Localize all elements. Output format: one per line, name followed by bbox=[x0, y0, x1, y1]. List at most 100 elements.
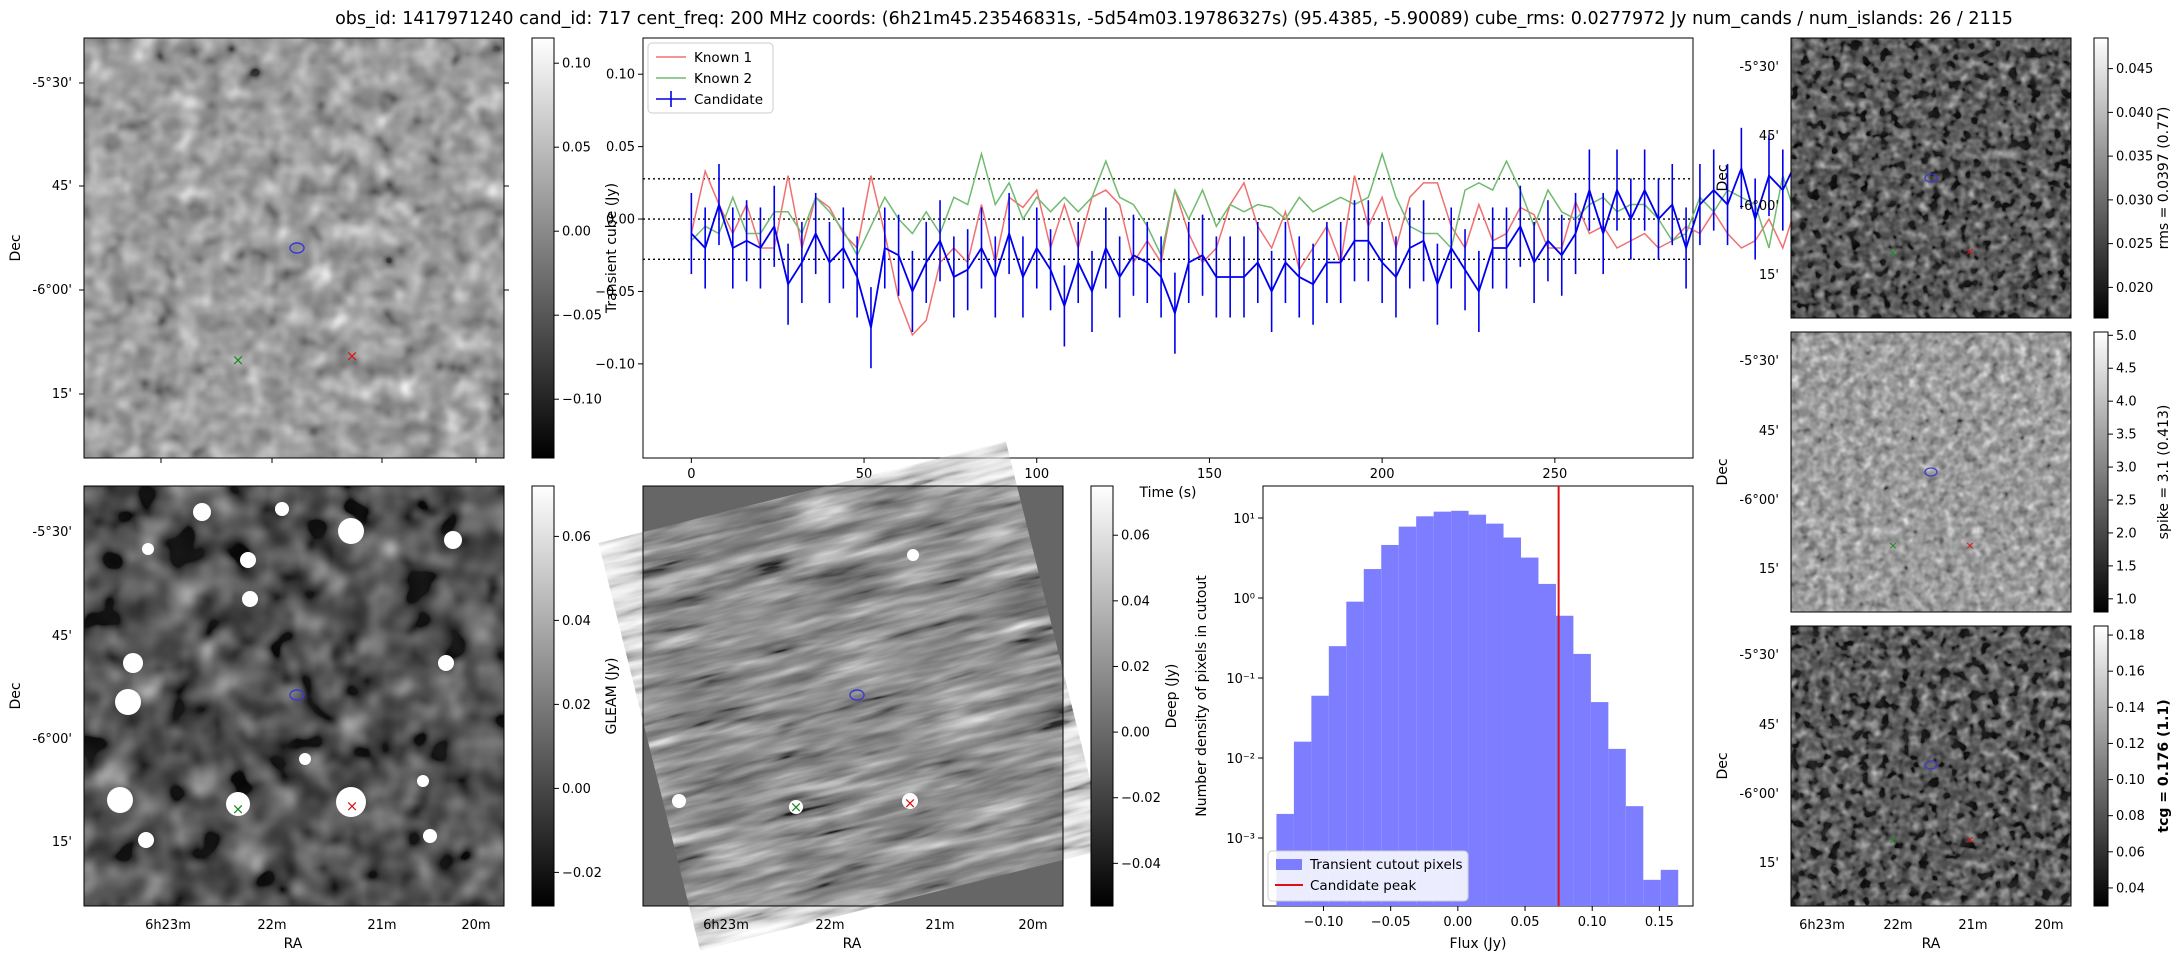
rms-red-cross: × bbox=[1965, 245, 1974, 258]
histogram-xtick: 0.10 bbox=[1578, 915, 1607, 930]
dec-tick: -5°30' bbox=[32, 76, 72, 91]
colorbar-tick-label: 2.5 bbox=[2116, 494, 2137, 509]
colorbar-tick-label: 0.00 bbox=[562, 782, 591, 797]
histogram-ylabel: Number density of pixels in cutout bbox=[1194, 575, 1210, 817]
colorbar-tick-label: −0.05 bbox=[562, 309, 602, 324]
histogram-legend: Transient cutout pixels Candidate peak bbox=[1267, 850, 1469, 902]
dec-tick: 45' bbox=[1759, 424, 1779, 439]
legend-known-2: Known 2 bbox=[694, 71, 752, 87]
gleam-point-sources bbox=[107, 502, 462, 848]
spike-image-panel: × × -5°30' 45' -6°00' 15' Dec bbox=[1715, 331, 2072, 613]
spike-colorbar-label: spike = 3.1 (0.413) bbox=[2156, 405, 2172, 540]
histogram-bar bbox=[1608, 748, 1626, 906]
deep-point-source bbox=[789, 800, 803, 814]
histogram-bar bbox=[1625, 806, 1644, 906]
histogram-xtick: 0.05 bbox=[1511, 915, 1540, 930]
histogram-bar bbox=[1503, 537, 1521, 906]
lightcurve-ytick: −0.10 bbox=[595, 357, 635, 372]
colorbar-tick-label: 0.06 bbox=[2116, 845, 2145, 860]
ra-tick: 21m bbox=[925, 918, 954, 933]
tcg-ra-label: RA bbox=[1922, 936, 1941, 952]
ra-tick: 20m bbox=[1018, 918, 1047, 933]
colorbar-tick-label: 0.06 bbox=[1121, 529, 1150, 544]
cube-contour-marker bbox=[289, 242, 305, 254]
lightcurve-xlabel: Time (s) bbox=[1139, 485, 1197, 501]
dec-tick: -6°00' bbox=[1739, 787, 1779, 802]
figure-title: obs_id: 1417971240 cand_id: 717 cent_fre… bbox=[335, 9, 2013, 29]
lightcurve-ylabel: Transient cube (Jy) bbox=[604, 183, 620, 314]
deep-green-cross: × bbox=[790, 798, 803, 816]
spike-contour-marker bbox=[1924, 467, 1938, 477]
colorbar-tick-label: −0.02 bbox=[562, 866, 602, 881]
histogram-bar bbox=[1328, 646, 1347, 906]
ra-tick: 22m bbox=[257, 918, 286, 933]
histogram-bar bbox=[1573, 653, 1591, 906]
colorbar-tick-label: 0.035 bbox=[2116, 150, 2153, 165]
legend-candidate: Candidate bbox=[694, 92, 763, 108]
colorbar-tick-label: 4.5 bbox=[2116, 362, 2137, 377]
deep-ra-label: RA bbox=[843, 936, 862, 952]
ra-tick: 6h23m bbox=[1799, 918, 1845, 933]
legend-transient-pixels: Transient cutout pixels bbox=[1309, 857, 1463, 873]
spike-red-cross: × bbox=[1965, 539, 1974, 552]
deep-point-source bbox=[672, 794, 686, 808]
lightcurve-panel: 0.100.050.00−0.05−0.10 0 50 100 150 200 250 T… bbox=[595, 37, 2005, 501]
gleam-contour-marker bbox=[289, 689, 305, 701]
colorbar-tick-label: 4.0 bbox=[2116, 395, 2137, 410]
histogram-bar bbox=[1538, 583, 1556, 906]
dec-tick: 15' bbox=[52, 835, 72, 850]
cube-dec-label: Dec bbox=[8, 234, 24, 261]
cube-colorbar: 0.10 0.05 0.00 −0.05 −0.10 bbox=[531, 37, 602, 459]
histogram-ytick: 10⁻³ bbox=[1226, 832, 1255, 847]
histogram-bar bbox=[1643, 879, 1661, 906]
histogram-xtick: −0.05 bbox=[1371, 915, 1411, 930]
colorbar-tick-label: 0.040 bbox=[2116, 106, 2153, 121]
histogram-ytick: 10⁻¹ bbox=[1226, 672, 1255, 687]
histogram-bar bbox=[1398, 526, 1417, 906]
gleam-image-panel: × × -5°30' 45' -6°00' 15' 6h23m 22m 21m … bbox=[8, 485, 505, 952]
histogram-bar bbox=[1468, 514, 1487, 906]
dec-tick: -6°00' bbox=[32, 732, 72, 747]
gleam-ra-label: RA bbox=[284, 936, 303, 952]
histogram-bar bbox=[1416, 516, 1434, 906]
rms-green-cross: × bbox=[1888, 246, 1897, 259]
ra-tick: 22m bbox=[1883, 918, 1912, 933]
tcg-red-cross: × bbox=[1965, 833, 1974, 846]
dec-tick: 45' bbox=[1759, 718, 1779, 733]
histogram-xlabel: Flux (Jy) bbox=[1450, 936, 1507, 952]
histogram-bar bbox=[1381, 544, 1399, 906]
rms-dec-label: Dec bbox=[1715, 164, 1731, 191]
colorbar-tick-label: 0.08 bbox=[2116, 809, 2145, 824]
gleam-colorbar-label: GLEAM (Jy) bbox=[604, 658, 620, 735]
colorbar-tick-label: 0.14 bbox=[2116, 701, 2145, 716]
colorbar-tick-label: 0.030 bbox=[2116, 193, 2153, 208]
histogram-bar bbox=[1346, 601, 1364, 906]
colorbar-tick-label: 0.045 bbox=[2116, 62, 2153, 77]
dec-tick: -5°30' bbox=[1739, 648, 1779, 663]
spike-colorbar: 5.0 4.5 4.0 3.5 3.0 2.5 2.0 1.5 1.0 spike = 3.1 … bbox=[2093, 329, 2172, 613]
lightcurve-xtick: 0 bbox=[687, 467, 695, 482]
histogram-xtick: 0.15 bbox=[1645, 915, 1674, 930]
rms-colorbar: 0.045 0.040 0.035 0.030 0.025 0.020 rms = 0.0… bbox=[2093, 37, 2172, 319]
colorbar-tick-label: 0.02 bbox=[1121, 660, 1150, 675]
lightcurve-ytick: 0.00 bbox=[606, 213, 635, 228]
tcg-colorbar-label: tcg = 0.176 (1.1) bbox=[2156, 699, 2172, 832]
lightcurve-xtick: 100 bbox=[1024, 467, 1049, 482]
spike-green-cross: × bbox=[1888, 539, 1897, 552]
legend-known-1: Known 1 bbox=[694, 50, 752, 66]
lightcurve-xtick: 150 bbox=[1197, 467, 1222, 482]
dec-tick: 15' bbox=[1759, 562, 1779, 577]
dec-tick: 15' bbox=[1759, 268, 1779, 283]
histogram-bar bbox=[1363, 569, 1382, 906]
cube-red-cross: × bbox=[346, 347, 359, 365]
gleam-dec-label: Dec bbox=[8, 682, 24, 709]
colorbar-tick-label: −0.02 bbox=[1121, 791, 1161, 806]
ra-tick: 20m bbox=[461, 918, 490, 933]
ra-tick: 22m bbox=[815, 918, 844, 933]
deep-point-source bbox=[902, 793, 918, 809]
colorbar-tick-label: 0.025 bbox=[2116, 237, 2153, 252]
colorbar-tick-label: 0.05 bbox=[562, 141, 591, 156]
dec-tick: 15' bbox=[52, 387, 72, 402]
colorbar-tick-label: 1.5 bbox=[2116, 559, 2137, 574]
